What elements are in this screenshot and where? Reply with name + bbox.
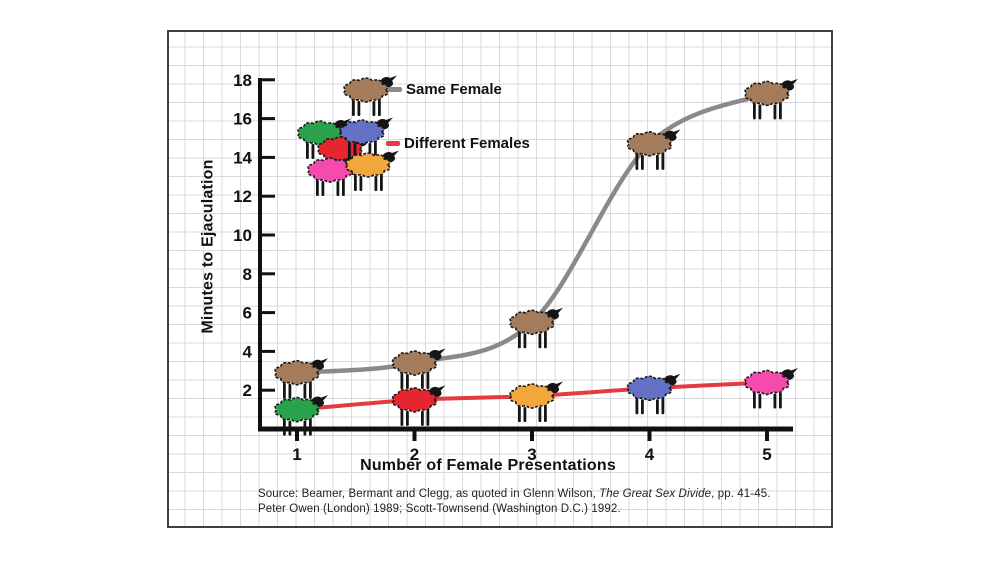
source-prefix: Source: Beamer, Bermant and Clegg, as qu…	[258, 488, 600, 500]
y-tick-label: 8	[243, 265, 252, 284]
x-tick-label: 2	[410, 445, 419, 464]
sheep-marker-same-female-x5	[744, 78, 799, 121]
sheep-marker-different-females-x2	[391, 384, 447, 427]
y-tick-label: 14	[233, 148, 252, 167]
sheep-marker-same-female-x1	[274, 357, 329, 400]
y-tick-label: 16	[233, 110, 252, 129]
source-line-1: Source: Beamer, Bermant and Clegg, as qu…	[258, 487, 771, 502]
x-tick-label: 5	[762, 445, 771, 464]
legend-label-same-female: Same Female	[406, 81, 502, 98]
x-tick-label: 4	[645, 445, 655, 464]
source-book-title: The Great Sex Divide	[599, 488, 712, 500]
y-tick-label: 18	[233, 71, 252, 90]
sheep-marker-same-female-x4	[626, 128, 682, 171]
source-line-2: Peter Owen (London) 1989; Scott-Townsend…	[258, 503, 621, 515]
y-tick-label: 6	[243, 304, 252, 323]
sheep-icon-legend-different-females-5	[345, 149, 400, 192]
legend-dash-same-female	[388, 87, 402, 92]
sheep-marker-same-female-x2	[391, 347, 447, 390]
sheep-marker-same-female-x3	[509, 306, 564, 350]
y-tick-label: 12	[233, 187, 252, 206]
legend-label-different-females: Different Females	[404, 135, 530, 152]
sheep-marker-different-females-x3	[509, 380, 564, 423]
sheep-marker-different-females-x4	[626, 372, 682, 416]
source-suffix: , pp. 41-45.	[711, 488, 771, 500]
legend-dash-different-females	[386, 141, 400, 146]
sheep-icon-legend-same-female	[343, 74, 398, 117]
y-axis-title: Minutes to Ejaculation	[199, 159, 217, 334]
x-tick-label: 1	[292, 445, 301, 464]
source-citation: Source: Beamer, Bermant and Clegg, as qu…	[258, 487, 771, 517]
y-tick-label: 10	[233, 226, 252, 245]
sheep-icon-legend-different-females-3	[339, 116, 394, 159]
x-tick-label: 3	[527, 445, 536, 464]
x-axis-title: Number of Female Presentations	[360, 457, 616, 474]
plot-frame: 2 4 6 8 10 12 14 16 18 1 2 3 4 5	[167, 30, 833, 528]
y-tick-label: 4	[243, 342, 253, 361]
y-tick-label: 2	[243, 381, 252, 400]
sheep-marker-different-females-x5	[744, 367, 799, 410]
